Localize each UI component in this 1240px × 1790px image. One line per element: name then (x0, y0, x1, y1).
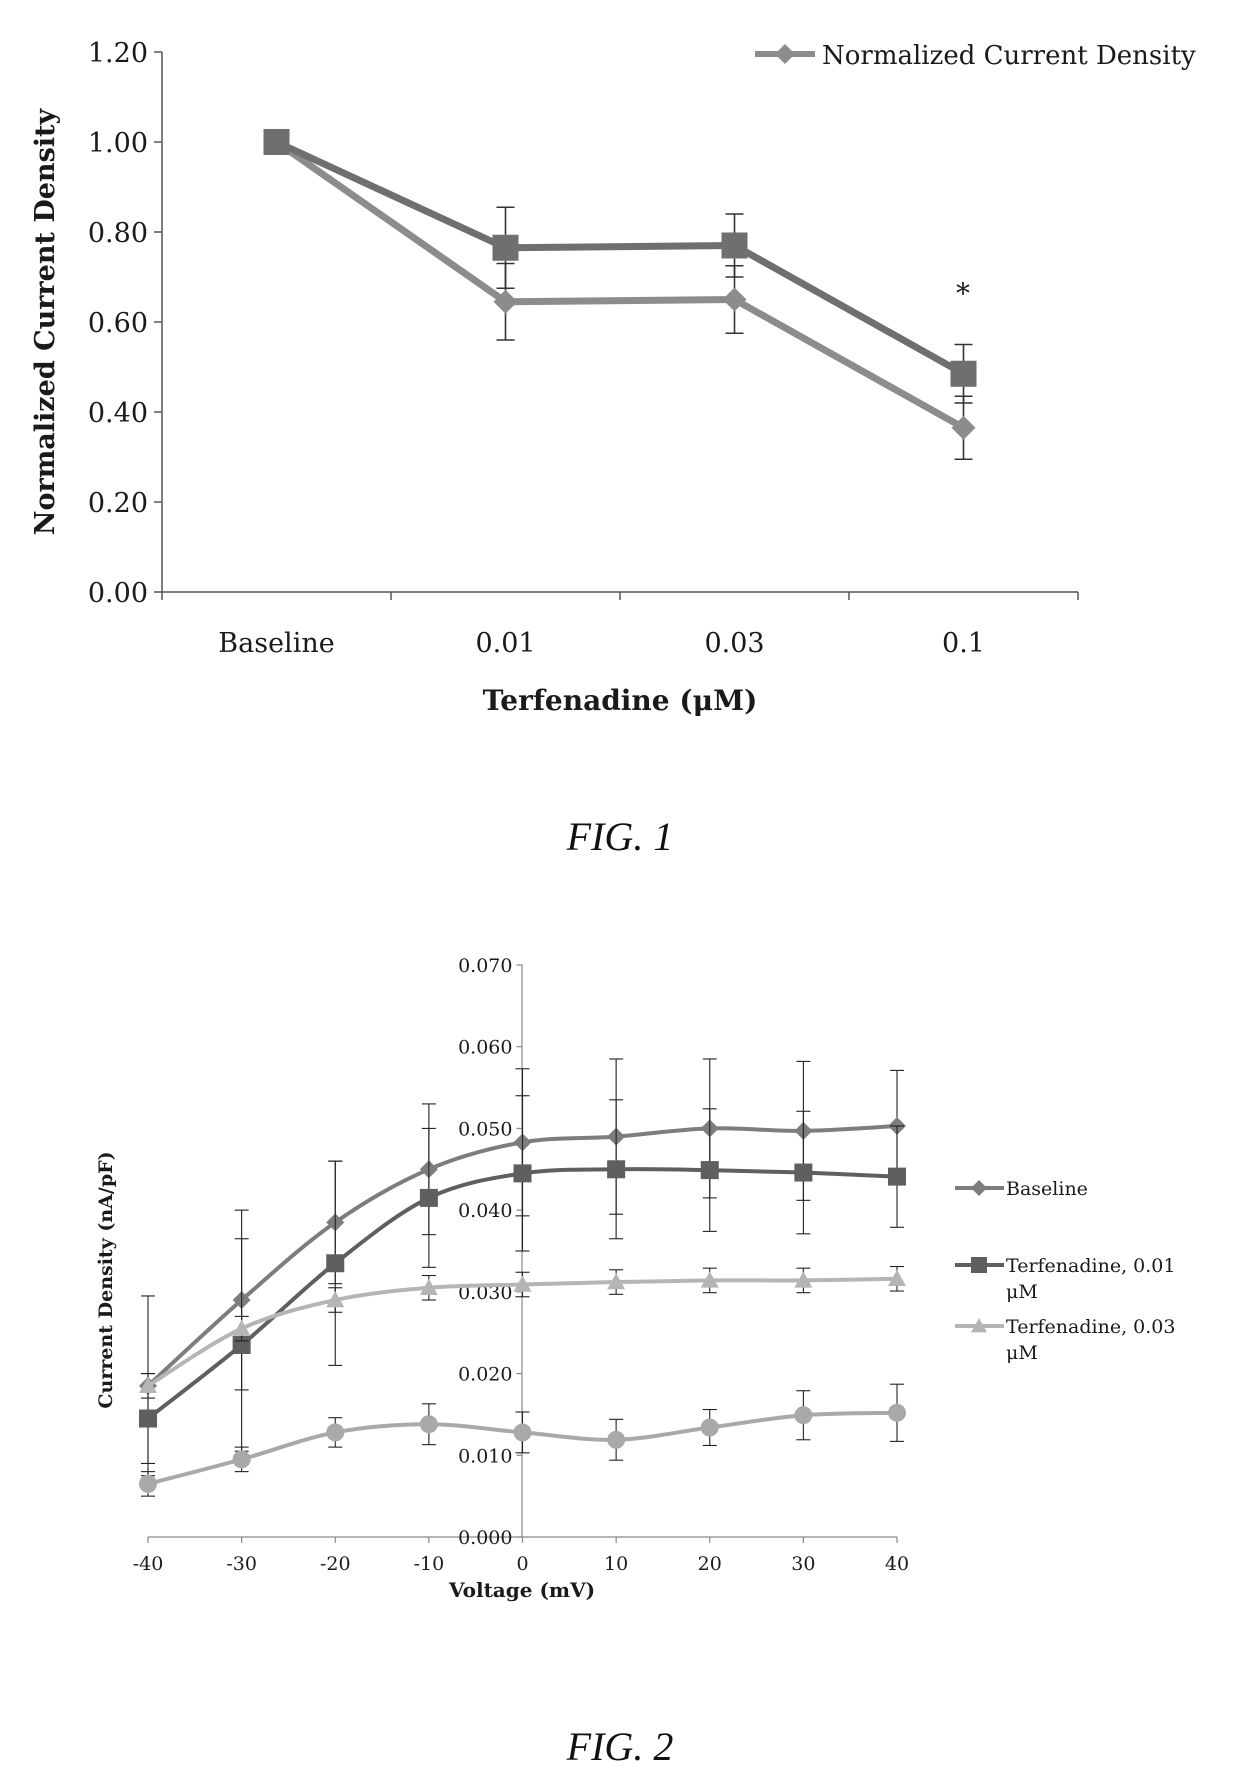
fig2-x-tick-label: 20 (698, 1553, 722, 1575)
fig2-y-tick-label: 0.070 (458, 955, 512, 977)
fig1-data-point (263, 129, 290, 155)
fig1-series (263, 129, 977, 461)
fig1-data-point (722, 287, 747, 312)
fig2-data-point (607, 1273, 626, 1290)
fig2-data-point (888, 1403, 906, 1422)
fig2-data-point (232, 1450, 251, 1469)
fig2-data-point (419, 1415, 438, 1434)
fig2-data-point (139, 1409, 157, 1428)
fig2-data-point (888, 1269, 906, 1286)
fig2-data-point (794, 1406, 813, 1425)
fig2-x-tick-label: -30 (226, 1553, 257, 1575)
fig1-y-tick-label: 0.20 (88, 488, 148, 519)
fig2-data-point (419, 1188, 438, 1207)
fig1-data-point (721, 232, 748, 259)
fig2-x-tick-label: -20 (320, 1553, 351, 1575)
fig2-data-point (607, 1160, 626, 1179)
fig2-data-point (139, 1474, 157, 1493)
fig2-data-point (326, 1254, 345, 1273)
fig2-y-tick-label: 0.060 (458, 1037, 512, 1059)
fig2-x-tick-label: 40 (885, 1553, 909, 1575)
fig2-y-tick-label: 0.040 (458, 1200, 512, 1222)
fig2-data-point (700, 1418, 719, 1437)
fig1-data-point (950, 360, 977, 387)
fig2-y-tick-label: 0.050 (458, 1118, 512, 1140)
fig1-data-point (492, 234, 519, 261)
fig1-data-point (493, 289, 518, 314)
fig2-legend-marker (971, 1180, 987, 1196)
fig1-y-tick-label: 1.20 (88, 38, 148, 69)
fig2-x-tick-label: 10 (604, 1553, 628, 1575)
fig2-x-tick-label: 30 (791, 1553, 815, 1575)
fig1-y-tick-label: 0.80 (88, 218, 148, 249)
fig1-significance-asterisk: * (956, 277, 970, 310)
figure-1: 0.00 0.20 0.40 0.60 0.80 1.00 1.20 Baseline 0.0… (30, 38, 1196, 859)
fig1-y-tick-label: 0.60 (88, 308, 148, 339)
fig2-legend-marker (971, 1257, 987, 1273)
fig2-data-point (419, 1278, 438, 1295)
fig2-series-line-1 (146, 1123, 898, 1388)
fig1-y-tick-label: 0.00 (88, 578, 148, 609)
fig2-data-point (139, 1376, 157, 1394)
fig1-x-tick-label: 0.01 (475, 628, 535, 659)
fig2-data-point (513, 1164, 532, 1183)
fig2-data-point (513, 1423, 532, 1442)
fig2-data-point (607, 1430, 626, 1449)
fig2-x-tick-label: -40 (133, 1553, 164, 1575)
fig2-x-axis-label: Voltage (mV) (448, 1578, 595, 1602)
fig1-y-tick-label: 1.00 (88, 128, 148, 159)
fig2-data-point (326, 1423, 345, 1442)
fig2-y-tick-label: 0.010 (458, 1445, 512, 1467)
fig2-series-line-2 (146, 1167, 898, 1421)
fig1-legend-marker (775, 44, 795, 64)
fig2-data-point (794, 1163, 813, 1182)
fig1-caption: FIG. 1 (566, 814, 674, 859)
fig1-x-tick-label: Baseline (218, 628, 334, 659)
fig2-legend: Baseline Terfenadine, 0.01 μM Terfenadine, … (955, 1178, 1175, 1364)
fig1-y-axis-label: Normalized Current Density (30, 108, 61, 536)
fig2-y-tick-label: 0.020 (458, 1364, 512, 1386)
fig2-caption: FIG. 2 (566, 1724, 674, 1769)
fig1-data-point (951, 415, 976, 440)
fig2-legend-label: Terfenadine, 0.03 μM (1006, 1316, 1175, 1364)
fig2-data-point (326, 1291, 345, 1308)
fig1-legend-label: Normalized Current Density (822, 41, 1196, 71)
fig2-data-point (232, 1319, 251, 1336)
fig2-x-tick-label: 0 (516, 1553, 528, 1575)
fig2-x-ticks: -40 -30 -20 -10 0 10 20 30 40 (133, 1537, 909, 1575)
fig2-data-point (794, 1271, 813, 1288)
fig2-data-point (700, 1161, 719, 1180)
fig2-y-tick-label: 0.000 (458, 1527, 512, 1549)
fig2-x-tick-label: -10 (414, 1553, 445, 1575)
fig1-y-ticks: 0.00 0.20 0.40 0.60 0.80 1.00 1.20 (88, 38, 162, 609)
fig1-x-ticks: Baseline 0.01 0.03 0.1 (161, 592, 1079, 659)
fig1-x-tick-label: 0.03 (704, 628, 764, 659)
fig1-legend: Normalized Current Density (755, 41, 1196, 71)
fig2-legend-marker (971, 1318, 987, 1333)
fig1-x-tick-label: 0.1 (942, 628, 985, 659)
fig2-data-point (888, 1167, 906, 1186)
fig2-legend-label: Terfenadine, 0.01 μM (1006, 1255, 1175, 1303)
fig2-y-axis-label: Current Density (nA/pF) (95, 1151, 117, 1408)
fig2-series (139, 1058, 906, 1497)
fig1-series-line-2 (275, 138, 966, 377)
fig2-data-point (700, 1271, 719, 1288)
fig2-legend-label: Baseline (1006, 1178, 1088, 1200)
fig1-series-line-1 (274, 139, 966, 431)
fig1-x-axis-label: Terfenadine (μM) (483, 684, 758, 717)
fig2-data-point (513, 1275, 532, 1292)
fig1-y-tick-label: 0.40 (88, 398, 148, 429)
